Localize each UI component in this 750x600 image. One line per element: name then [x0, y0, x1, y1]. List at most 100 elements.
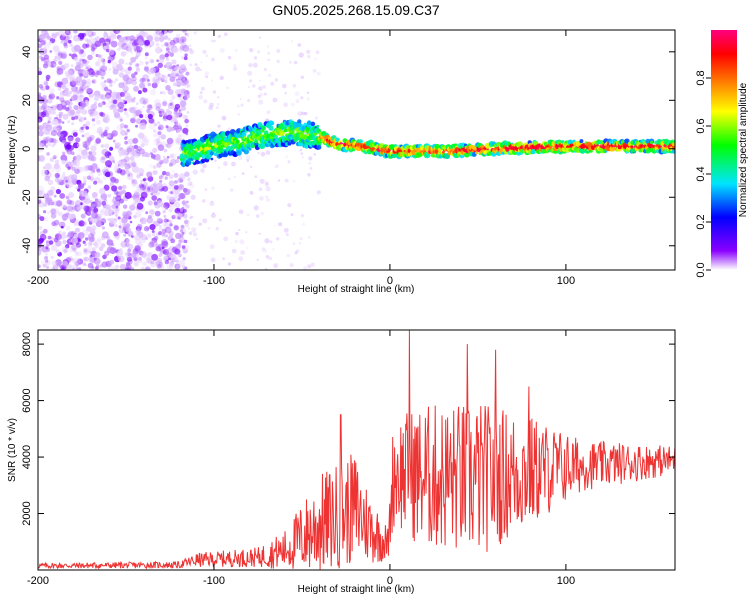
spectrogram-cell [78, 117, 85, 123]
spectrogram-cell [109, 103, 117, 110]
spectrogram-cell [43, 61, 48, 66]
spectrogram-cell [248, 147, 252, 151]
spectrogram-cell [136, 185, 143, 192]
spectrogram-cell [172, 47, 179, 54]
spectrogram-cell [38, 248, 42, 256]
spectrogram-cell [192, 169, 198, 175]
spectrogram-cell [64, 158, 68, 162]
spectrogram-cell [243, 149, 249, 155]
spectrogram-cell [124, 267, 129, 270]
spectrogram-cell [179, 193, 186, 200]
spectrogram-cell [129, 231, 135, 236]
spectrogram-cell [316, 190, 321, 195]
spectrogram-cell [158, 110, 162, 114]
spectrogram-cell [78, 202, 85, 209]
spectrogram-cell [175, 264, 181, 270]
spectrogram-cell [173, 172, 179, 178]
spectrogram-cell [82, 143, 87, 149]
spectrogram-cell [76, 166, 84, 173]
spectrogram-cell [153, 201, 158, 206]
spectrogram-cell [183, 95, 188, 100]
spectrogram-cell [198, 222, 202, 226]
spectrogram-cell [177, 198, 181, 201]
spectrogram-cell [135, 118, 142, 125]
spectrogram-cell [164, 259, 170, 265]
spectrogram-cell [274, 165, 277, 168]
spectrogram-cell [91, 80, 95, 84]
spectrogram-cell [189, 181, 193, 186]
spectrogram-cell [54, 175, 59, 179]
spectrogram-cell [288, 60, 292, 64]
spectrogram-cell [40, 87, 44, 91]
spectrogram-cell [159, 33, 164, 39]
spectrogram-cell [103, 80, 107, 83]
spectrogram-cell [155, 243, 159, 247]
spectrogram-cell [67, 100, 73, 107]
spectrogram-cell [118, 255, 125, 263]
spectrogram-cell [108, 68, 112, 71]
colorbar-tick-label: 0.6 [695, 118, 707, 133]
spectrogram-cell [45, 85, 50, 90]
x-tick-label: 100 [557, 275, 575, 287]
spectrogram-cell [269, 240, 273, 244]
spectrogram-cell [180, 133, 186, 138]
spectrogram-cell [146, 109, 150, 113]
spectrogram-cell [94, 200, 102, 208]
spectrogram-cell [101, 243, 106, 248]
spectrogram-cell [248, 127, 254, 132]
spectrogram-cell [83, 80, 91, 88]
spectrogram-cell [134, 62, 140, 68]
spectrogram-cell [90, 42, 93, 45]
spectrogram-cell [162, 220, 168, 227]
spectrogram-cell [60, 134, 64, 138]
spectrogram-cell [200, 86, 205, 91]
x-tick-label: -200 [27, 575, 49, 587]
spectrogram-cell [108, 55, 114, 62]
spectrogram-cell [118, 46, 123, 50]
spectrogram-cell [297, 111, 303, 117]
spectrogram-cell [209, 151, 214, 156]
spectrogram-cell [150, 189, 153, 192]
spectrogram-cell [123, 110, 128, 115]
spectrogram-cell [129, 106, 136, 114]
spectrogram-cell [107, 265, 115, 270]
spectrogram-cell [215, 226, 220, 231]
spectrogram-cell [121, 38, 128, 45]
spectrogram-cell [42, 263, 47, 268]
spectrogram-cell [54, 159, 60, 165]
spectrogram-cell [109, 146, 114, 151]
spectrogram-cell [91, 79, 97, 84]
spectrogram-cell [50, 255, 54, 259]
spectrogram-cell [81, 190, 88, 197]
spectrogram-cell [118, 58, 125, 65]
spectrogram-cell [258, 187, 263, 191]
spectrogram-cell [71, 95, 77, 101]
spectrogram-cell [93, 207, 99, 213]
spectrogram-cell [249, 79, 253, 83]
spectrogram-cell [61, 139, 66, 144]
spectrogram-cell [122, 184, 127, 190]
spectrogram-cell [157, 73, 163, 79]
y-tick-label: 6000 [21, 388, 33, 412]
spectrogram-cell [88, 171, 95, 177]
spectrogram-cell [75, 227, 80, 233]
spectrogram-cell [135, 211, 142, 218]
x-tick-label: -200 [27, 275, 49, 287]
spectrogram-cell [96, 111, 100, 115]
spectrogram-cell [175, 159, 180, 164]
spectrogram-cell [98, 187, 106, 195]
spectrogram-cell [127, 243, 134, 250]
spectrogram-cell [180, 224, 185, 229]
spectrogram-cell [47, 120, 51, 124]
spectrogram-cell [141, 266, 145, 270]
spectrogram-cell [119, 126, 123, 130]
spectrogram-cell [50, 201, 55, 206]
spectrogram-cell [247, 144, 251, 148]
spectrogram-cell [118, 227, 125, 234]
spectrogram-cell [179, 228, 187, 235]
spectrogram-cell [112, 99, 118, 105]
spectrogram-cell [91, 168, 96, 173]
spectrogram-cell [92, 123, 96, 127]
spectrogram-cell [75, 137, 81, 143]
spectrogram-cell [46, 152, 50, 156]
